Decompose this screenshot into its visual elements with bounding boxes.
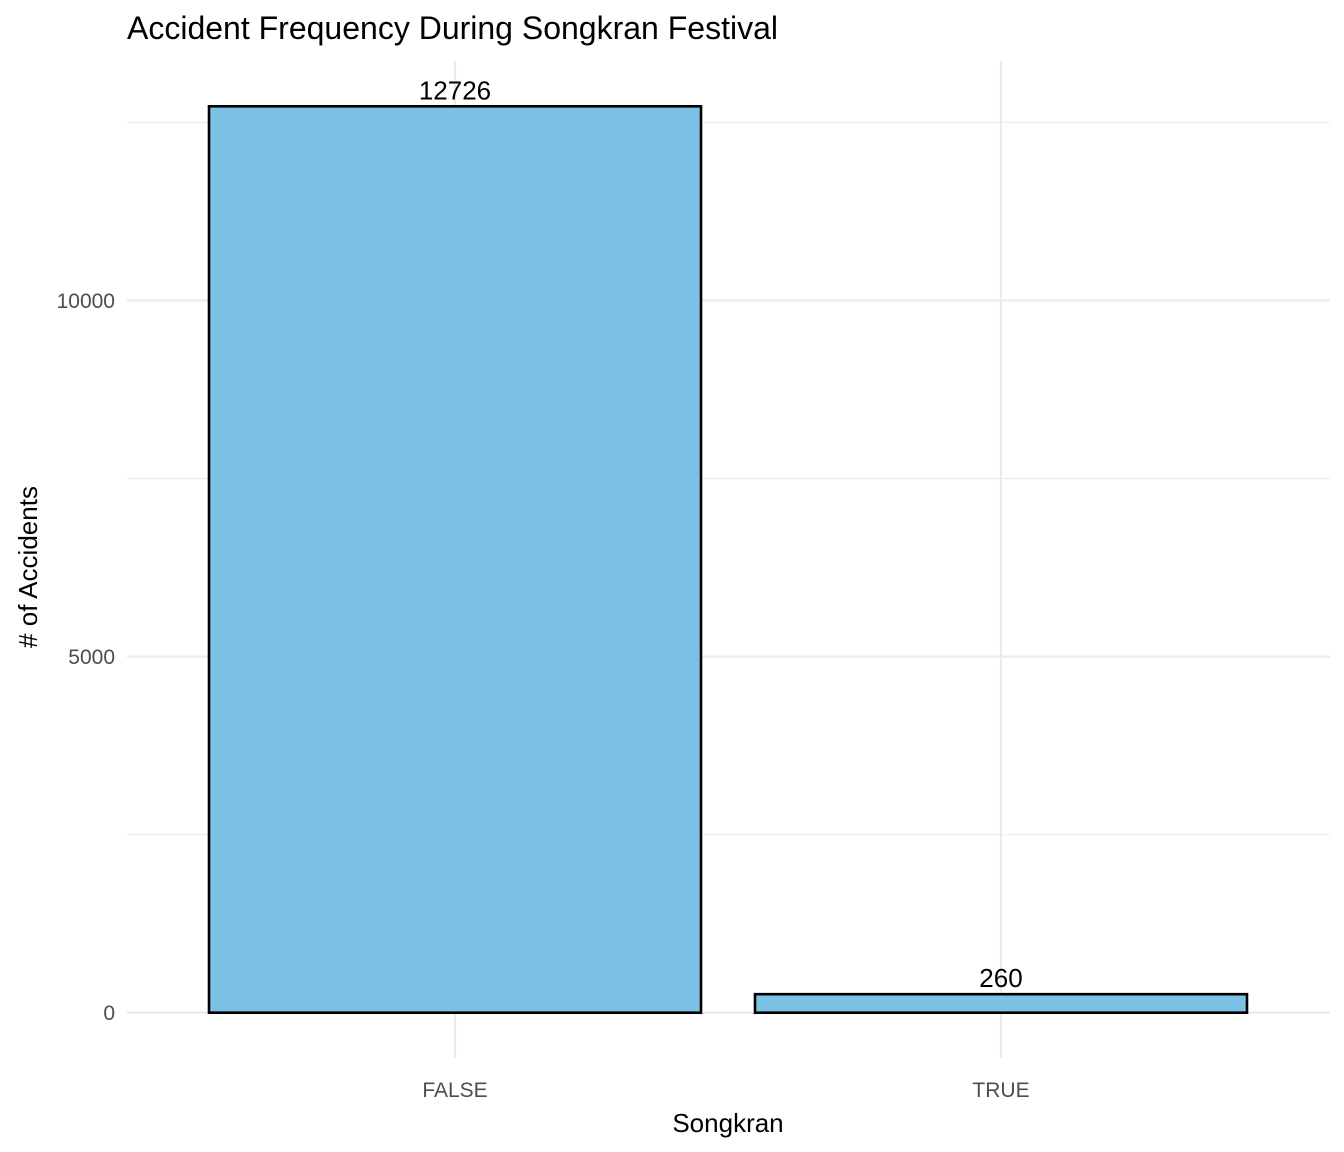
x-tick-label: TRUE [972,1079,1029,1102]
bar [753,992,1249,1015]
bar-value-label: 260 [979,963,1022,993]
y-tick-label: 5000 [68,646,115,669]
x-axis-ticks: FALSE TRUE [422,1079,1029,1102]
data-labels: 12726 260 [419,75,1023,993]
y-axis-label: # of Accidents [13,486,43,648]
y-axis-ticks: 0 5000 10000 [57,290,115,1025]
chart-title: Accident Frequency During Songkran Festi… [127,10,778,46]
y-tick-label: 10000 [57,290,115,313]
bar [207,104,703,1015]
x-tick-label: FALSE [422,1079,487,1102]
x-axis-label: Songkran [672,1108,783,1138]
bar-value-label: 12726 [419,75,491,105]
y-tick-label: 0 [103,1002,115,1025]
bars [207,104,1249,1015]
